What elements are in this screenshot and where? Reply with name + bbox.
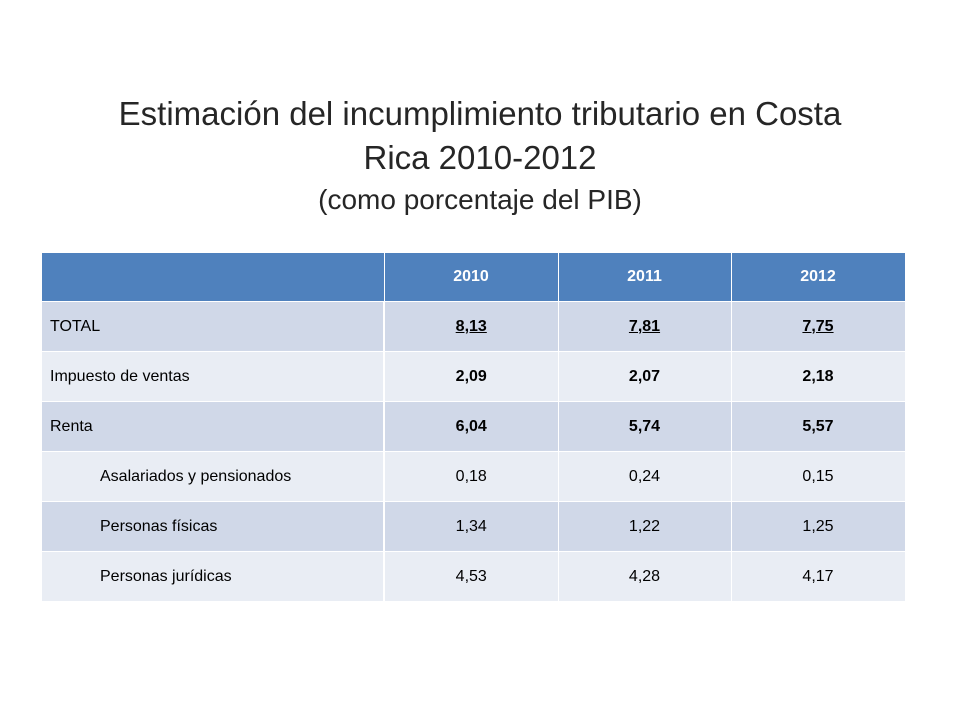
table-row-asalariados: Asalariados y pensionados 0,18 0,24 0,15 [42, 451, 906, 502]
cell-value: 1,25 [730, 501, 906, 552]
table-row-personas-juridicas: Personas jurídicas 4,53 4,28 4,17 [42, 551, 906, 601]
row-label: Asalariados y pensionados [42, 451, 385, 502]
header-cell-corner [42, 253, 385, 302]
cell-value: 0,24 [557, 451, 732, 502]
cell-value-text: 8,13 [455, 317, 487, 335]
cell-value: 4,53 [383, 551, 559, 601]
header-cell-2011: 2011 [557, 253, 732, 302]
row-label: Impuesto de ventas [42, 351, 385, 402]
table-row-total: TOTAL 8,13 7,81 7,75 [42, 301, 906, 352]
cell-value: 4,17 [730, 551, 906, 601]
cell-value: 6,04 [383, 401, 559, 452]
cell-value: 5,74 [557, 401, 732, 452]
table-row-personas-fisicas: Personas físicas 1,34 1,22 1,25 [42, 501, 906, 552]
cell-value: 8,13 [383, 301, 559, 352]
row-label: Renta [42, 401, 385, 452]
cell-value: 1,34 [383, 501, 559, 552]
cell-value: 5,57 [730, 401, 906, 452]
table-row-renta: Renta 6,04 5,74 5,57 [42, 401, 906, 452]
row-label: TOTAL [42, 301, 385, 352]
title-line-1: Estimación del incumplimiento tributario… [118, 95, 842, 132]
table-header-row: 2010 2011 2012 [42, 253, 906, 302]
cell-value: 1,22 [557, 501, 732, 552]
cell-value: 0,18 [383, 451, 559, 502]
cell-value: 2,09 [383, 351, 559, 402]
cell-value: 7,75 [730, 301, 906, 352]
slide-title: Estimación del incumplimiento tributario… [40, 92, 920, 220]
cell-value: 0,15 [730, 451, 906, 502]
row-label: Personas jurídicas [42, 551, 385, 601]
cell-value: 2,07 [557, 351, 732, 402]
cell-value: 2,18 [730, 351, 906, 402]
header-cell-2012: 2012 [730, 253, 906, 302]
cell-value-text: 7,75 [802, 317, 834, 335]
table-row-impuesto-ventas: Impuesto de ventas 2,09 2,07 2,18 [42, 351, 906, 402]
cell-value: 4,28 [557, 551, 732, 601]
cell-value: 7,81 [557, 301, 732, 352]
header-cell-2010: 2010 [383, 253, 559, 302]
row-label: Personas físicas [42, 501, 385, 552]
cell-value-text: 7,81 [628, 317, 661, 335]
title-subtitle: (como porcentaje del PIB) [318, 184, 642, 215]
title-line-2: Rica 2010-2012 [363, 139, 597, 176]
data-table: 2010 2011 2012 TOTAL 8,13 7,81 7,75 Impu… [42, 253, 906, 601]
